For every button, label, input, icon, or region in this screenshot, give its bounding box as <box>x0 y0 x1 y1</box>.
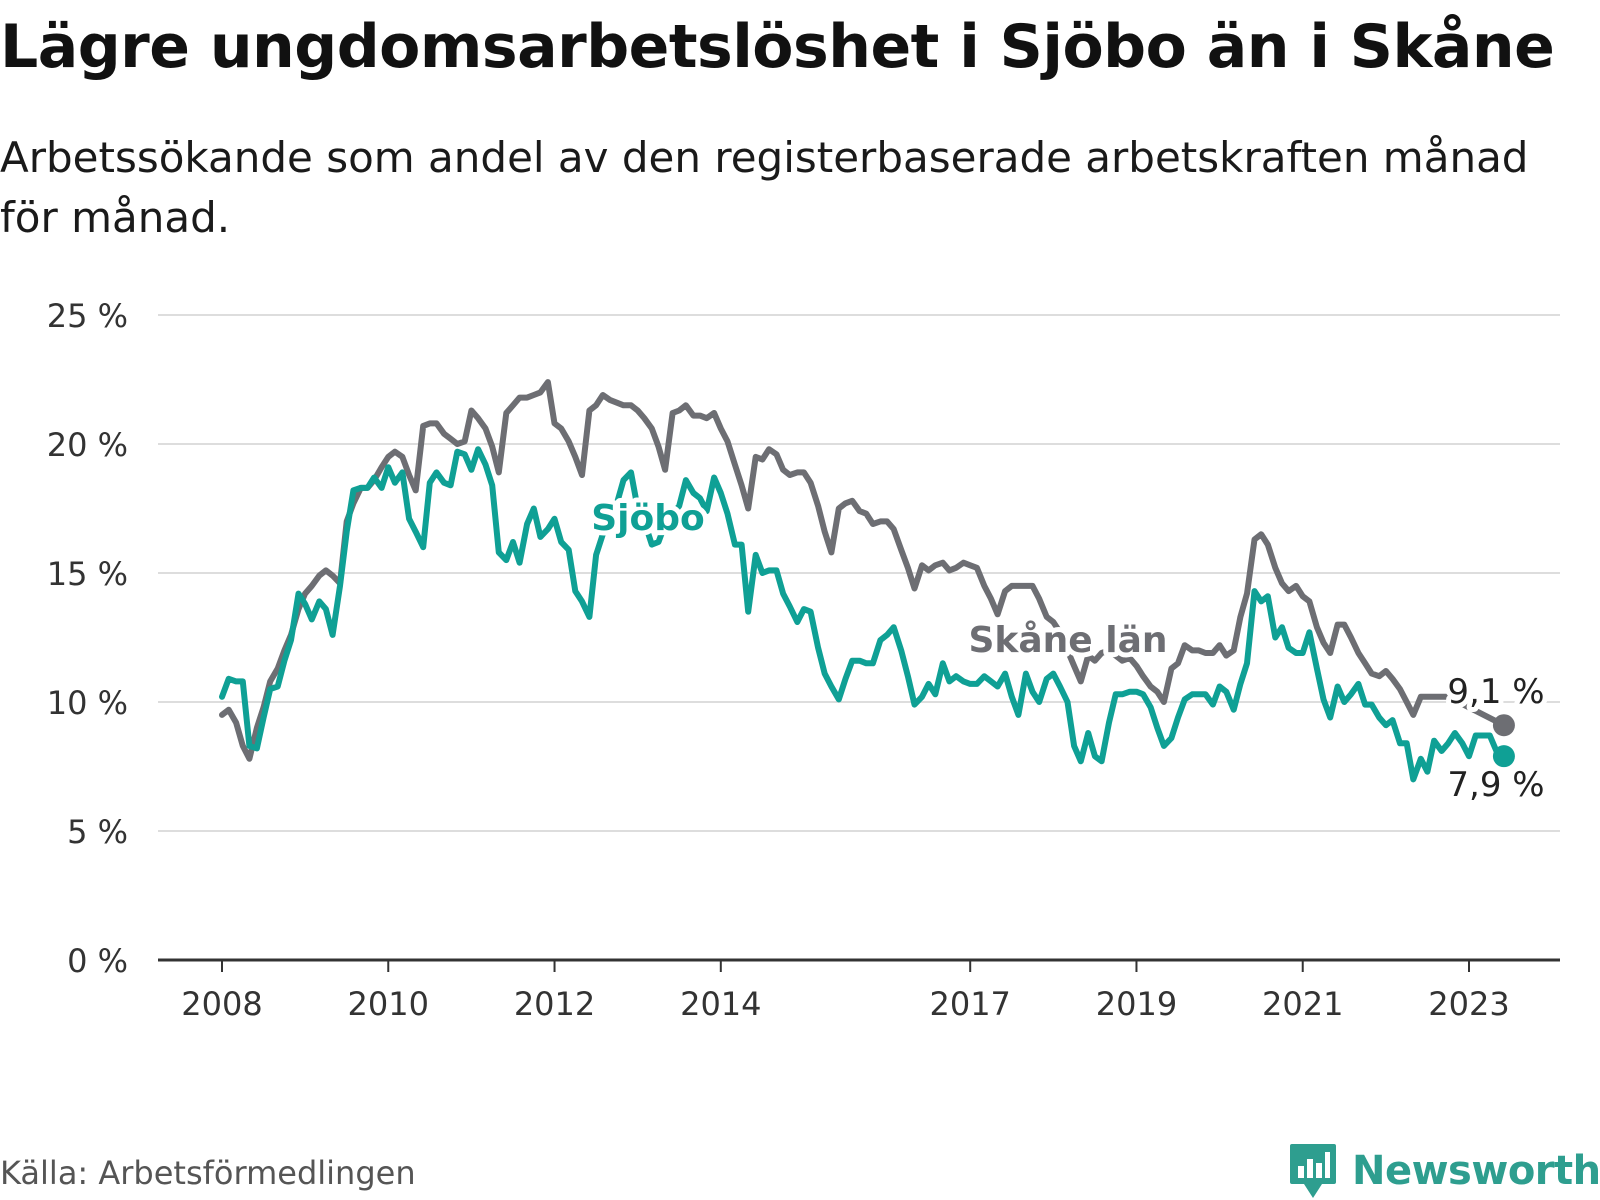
brand-logo: Newsworthy <box>1288 1142 1600 1200</box>
skane-end-value-text: 9,1 % <box>1447 672 1544 712</box>
x-tick-label: 2010 <box>348 985 429 1023</box>
chart-title: Lägre ungdomsarbetslöshet i Sjöbo än i S… <box>0 12 1555 82</box>
x-tick-label: 2019 <box>1096 985 1177 1023</box>
sjobo-series-label-text: Sjöbo <box>591 498 705 539</box>
skane-series-label-text: Skåne län <box>968 620 1167 661</box>
chart-subtitle: Arbetssökande som andel av den registerb… <box>0 133 1529 242</box>
gridlines <box>158 314 1560 832</box>
y-tick-label: 5 % <box>67 813 128 851</box>
x-tick-label: 2023 <box>1428 985 1509 1023</box>
series-lines <box>219 379 1515 783</box>
skane-end-value: 9,1 %9,1 % <box>1442 667 1549 717</box>
skane-line <box>219 379 1507 762</box>
brand-name: Newsworthy <box>1352 1148 1600 1194</box>
y-tick-label: 0 % <box>67 942 128 980</box>
sjobo-end-dot <box>1492 745 1515 768</box>
sjobo-end-value-text: 7,9 % <box>1447 765 1544 805</box>
x-tick-label: 2012 <box>514 985 595 1023</box>
x-tick-label: 2014 <box>680 985 761 1023</box>
y-tick-label: 15 % <box>47 555 128 593</box>
y-axis-ticks: 0 % 5 % 10 % 15 % 20 % 25 % <box>47 297 128 980</box>
y-tick-label: 25 % <box>47 297 128 335</box>
x-tick-label: 2017 <box>929 985 1010 1023</box>
x-axis: 2008 2010 2012 2014 2017 2019 2021 2023 <box>158 958 1560 1023</box>
y-tick-label: 20 % <box>47 426 128 464</box>
x-tick-label: 2021 <box>1262 985 1343 1023</box>
source-note: Källa: Arbetsförmedlingen <box>0 1154 416 1192</box>
sjobo-line <box>219 446 1507 783</box>
y-tick-label: 10 % <box>47 684 128 722</box>
skane-series-label-halo: Skåne län <box>968 620 1167 661</box>
sjobo-end-value-halo: 7,9 % <box>1447 765 1544 805</box>
x-tick-label: 2008 <box>181 985 262 1023</box>
skane-end-value-halo: 9,1 % <box>1447 672 1544 712</box>
newsworthy-logo-icon <box>1290 1144 1336 1198</box>
sjobo-end-value: 7,9 %7,9 % <box>1442 760 1549 810</box>
sjobo-series-label-halo: Sjöbo <box>591 498 705 539</box>
skane-end-dot <box>1492 714 1515 737</box>
